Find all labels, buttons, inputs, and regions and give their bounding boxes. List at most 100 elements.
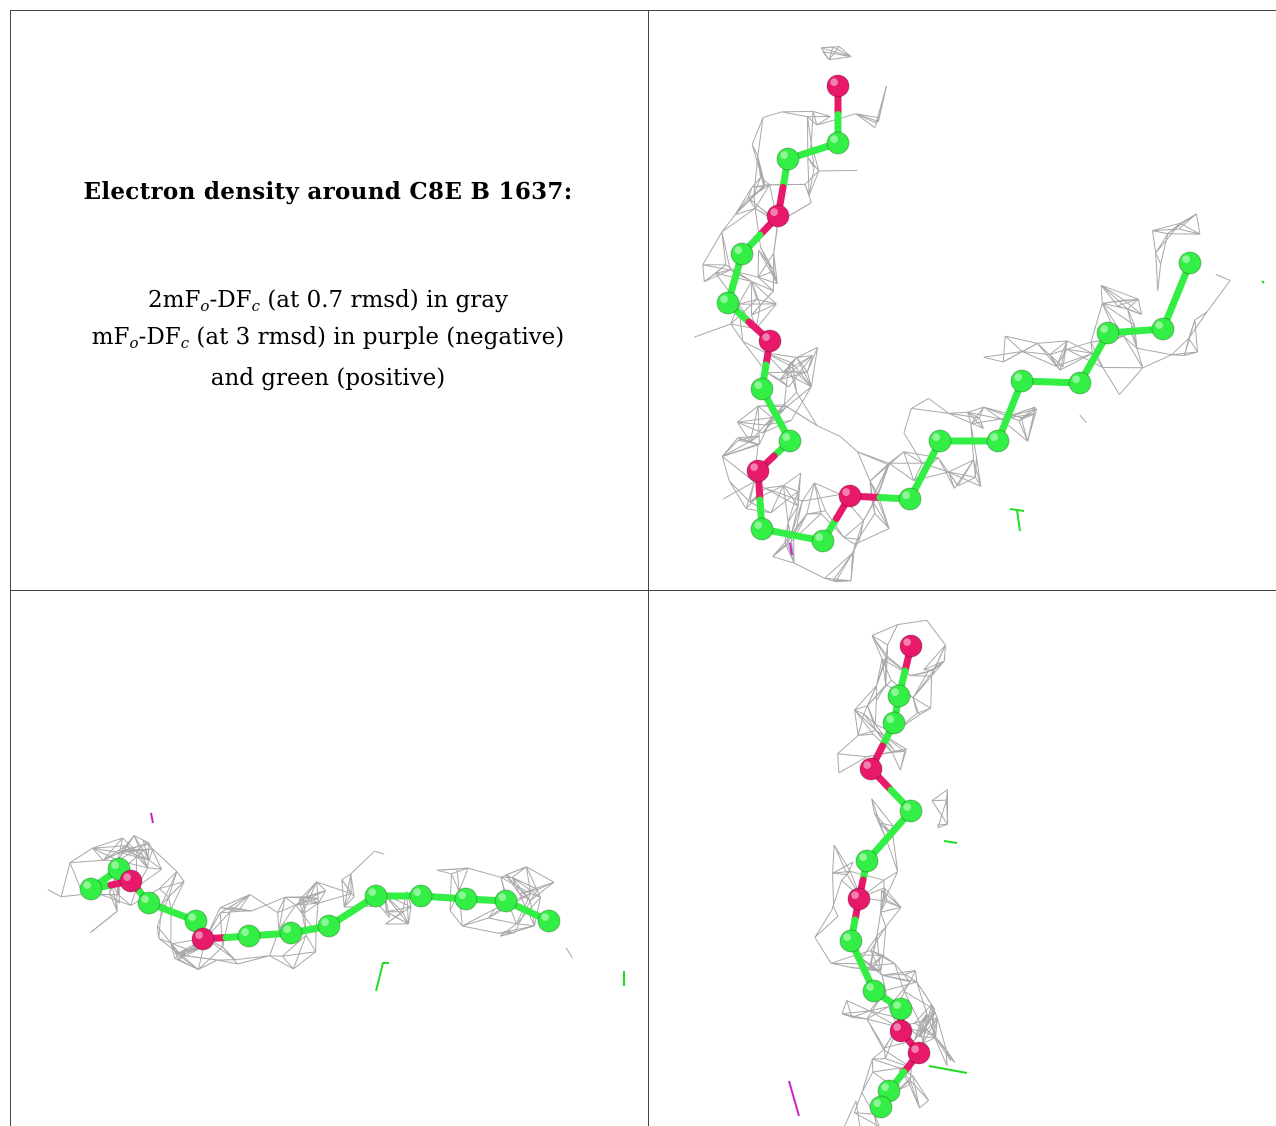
oxygen-atom xyxy=(746,459,770,483)
atom-highlight xyxy=(893,1001,901,1009)
carbon-atom xyxy=(811,529,835,553)
atom-highlight xyxy=(754,521,762,529)
carbon-atom xyxy=(494,889,518,913)
atom-highlight xyxy=(830,135,838,143)
grid-border-left xyxy=(10,10,11,1126)
caption-line-2fo-dfc: 2mFo-DFc (at 0.7 rmsd) in gray xyxy=(148,287,508,315)
oxygen-atom xyxy=(119,869,143,893)
carbon-atom xyxy=(862,979,886,1003)
carbon-atom xyxy=(279,921,303,945)
atom-highlight xyxy=(111,861,119,869)
oxygen-atom xyxy=(838,484,862,508)
carbon-atom xyxy=(750,517,774,541)
carbon-atom xyxy=(986,429,1010,453)
oxygen-atom xyxy=(889,1019,913,1043)
carbon-atom xyxy=(364,884,388,908)
carbon-atom xyxy=(855,849,879,873)
density-mesh-bottom-right xyxy=(814,619,956,1126)
carbon-atom xyxy=(750,377,774,401)
caption-title: Electron density around C8E B 1637: xyxy=(83,178,573,205)
atom-highlight xyxy=(368,888,376,896)
atom-highlight xyxy=(1155,321,1163,329)
carbon-atom xyxy=(1068,371,1092,395)
oxygen-atom xyxy=(847,887,871,911)
carbon-atom xyxy=(237,924,261,948)
atom-highlight xyxy=(873,1099,881,1107)
carbon-atom xyxy=(826,131,850,155)
atom-highlight xyxy=(990,433,998,441)
atom-highlight xyxy=(734,246,742,254)
carbon-atom xyxy=(898,487,922,511)
atom-highlight xyxy=(859,853,867,861)
molecule-bottom-right xyxy=(839,634,931,1119)
carbon-atom xyxy=(869,1095,893,1119)
caption-panel: Electron density around C8E B 1637: 2mFo… xyxy=(10,10,646,588)
atom-highlight xyxy=(780,151,788,159)
oxygen-atom xyxy=(859,757,883,781)
atom-highlight xyxy=(903,638,911,646)
carbon-atom xyxy=(716,291,740,315)
atom-highlight xyxy=(1182,255,1190,263)
atom-highlight xyxy=(886,715,894,723)
density-mesh-top-right xyxy=(694,46,1231,583)
positive-difference-density xyxy=(1261,280,1265,284)
density-render-bottom-left xyxy=(47,812,625,992)
carbon-atom xyxy=(1178,251,1202,275)
carbon-atom xyxy=(317,914,341,938)
atom-highlight xyxy=(1100,325,1108,333)
negative-difference-density xyxy=(788,1080,800,1117)
atom-highlight xyxy=(863,761,871,769)
atom-highlight xyxy=(188,913,196,921)
oxygen-atom xyxy=(907,1041,931,1065)
carbon-atom xyxy=(776,147,800,171)
atom-highlight xyxy=(195,931,203,939)
carbon-atom xyxy=(839,929,863,953)
negative-difference-density xyxy=(150,812,154,824)
carbon-atom xyxy=(137,891,161,915)
atom-highlight xyxy=(911,1045,919,1053)
atom-highlight xyxy=(83,881,91,889)
atom-highlight xyxy=(843,933,851,941)
atom-highlight xyxy=(815,533,823,542)
positive-difference-density xyxy=(375,962,389,992)
bottom-right-view xyxy=(649,591,1276,1126)
atom-highlight xyxy=(123,873,131,881)
caption-line-fo-dfc: mFo-DFc (at 3 rmsd) in purple (negative) xyxy=(91,324,565,352)
atom-highlight xyxy=(141,895,149,903)
carbon-atom xyxy=(537,909,561,933)
density-render-bottom-right xyxy=(788,619,968,1126)
atom-highlight xyxy=(1014,373,1022,381)
atom-highlight xyxy=(851,891,859,899)
atom-highlight xyxy=(762,333,770,341)
atom-highlight xyxy=(413,888,421,896)
carbon-atom xyxy=(928,429,952,453)
carbon-atom xyxy=(889,997,913,1021)
carbon-atom xyxy=(454,887,478,911)
atom-highlight xyxy=(498,893,506,901)
carbon-atom xyxy=(1010,369,1034,393)
carbon-atom xyxy=(79,877,103,901)
positive-difference-density xyxy=(1016,509,1021,532)
oxygen-atom xyxy=(899,634,923,658)
atom-highlight xyxy=(241,928,249,936)
grid-border-top xyxy=(10,10,1276,11)
atom-highlight xyxy=(720,295,728,303)
atom-highlight xyxy=(932,433,940,441)
carbon-atom xyxy=(1151,317,1175,341)
atom-highlight xyxy=(541,913,550,921)
carbon-atom xyxy=(882,711,906,735)
oxygen-atom xyxy=(766,204,790,228)
atom-highlight xyxy=(830,78,838,86)
caption-line-color-key: and green (positive) xyxy=(210,365,446,391)
positive-difference-density xyxy=(943,840,958,844)
atom-highlight xyxy=(866,983,874,991)
carbon-atom xyxy=(730,242,754,266)
carbon-atom xyxy=(887,684,911,708)
molecule-top-right xyxy=(716,74,1202,553)
atom-highlight xyxy=(458,891,466,899)
atom-highlight xyxy=(750,463,758,471)
carbon-atom xyxy=(409,884,433,908)
oxygen-atom xyxy=(758,329,782,353)
grid-divider-horizontal xyxy=(10,590,1276,591)
atom-highlight xyxy=(321,918,329,926)
